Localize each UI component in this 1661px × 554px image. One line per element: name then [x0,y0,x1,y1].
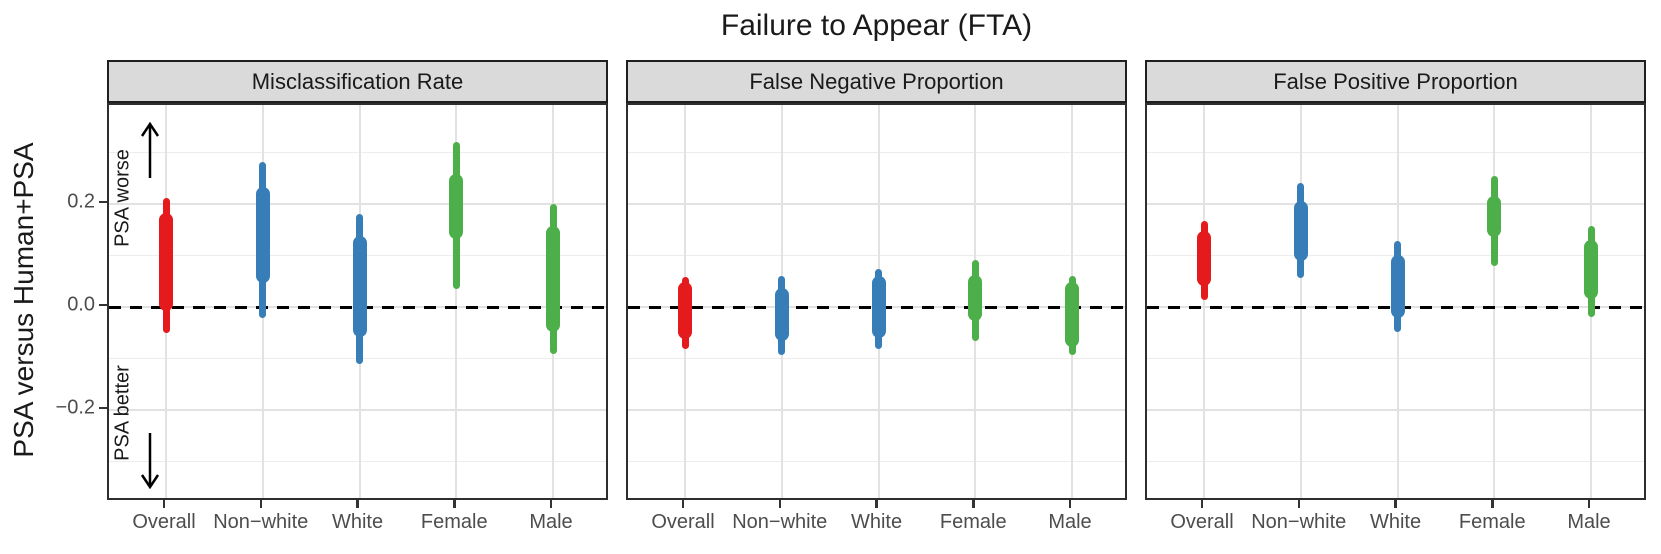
psa-better-label: PSA better [111,365,134,461]
interval-inner-bar [1390,254,1405,318]
interval-inner-bar [255,187,270,283]
y-axis-tick [99,303,107,307]
x-tick-label: Female [939,511,1007,533]
x-tick-label: Overall [1170,511,1234,533]
interval-inner-bar [352,236,367,337]
x-axis-tick [1491,500,1494,508]
x-axis-tick [162,500,166,508]
plot-area: PSA worse PSA better [107,103,608,500]
gridline-major-y [109,409,606,411]
x-tick-label: Male [529,511,573,533]
y-tick-label: −0.2 [55,396,95,419]
interval-inner-bar [546,225,560,332]
x-axis-tick [549,500,553,508]
x-tick-label: White [850,511,903,533]
gridline-x [1493,105,1496,498]
x-axis-tick [453,500,456,508]
facet-strip-label: False Negative Proportion [749,68,1004,94]
x-tick-label: Non−white [732,511,828,533]
facet-panel: False Negative Proportion Overall Non−whit… [626,60,1127,533]
facet-strip: False Negative Proportion [626,60,1127,103]
gridline-minor-y [1147,357,1644,360]
interval-inner-bar [774,287,789,341]
gridline-x [455,105,458,498]
x-axis-tick [972,500,975,508]
facet-strip-label: Misclassification Rate [251,68,464,94]
x-tick-label: White [1369,511,1422,533]
interval-inner-bar [159,212,173,311]
gridline-minor-y [1147,460,1644,463]
interval-inner-bar [1487,196,1502,237]
y-tick-label: 0.0 [67,293,95,316]
x-tick-label: Female [1458,511,1526,533]
facet-strip: Misclassification Rate [107,60,608,103]
x-axis-tick [875,500,878,508]
interval-inner-bar [1584,239,1598,300]
plot-area [626,103,1127,500]
gridline-major-y [109,203,606,205]
x-tick-label: Male [1567,511,1611,533]
gridline-major-y [1147,203,1644,205]
interval-inner-bar [1197,230,1211,286]
x-axis-tick [259,500,262,508]
facet-panel: Misclassification Rate PSA worse PSA bette… [107,60,608,533]
interval-inner-bar [968,274,983,322]
interval-inner-bar [1293,200,1308,261]
gridline-minor-y [628,460,1125,463]
interval-inner-bar [1065,282,1079,348]
facet-strip: False Positive Proportion [1145,60,1646,103]
gridline-minor-y [628,254,1125,257]
gridline-x [1299,105,1302,498]
down-arrow-icon [139,431,161,490]
chart-title: Failure to Appear (FTA) [720,9,1033,42]
interval-inner-bar [678,282,692,340]
x-tick-label: Non−white [213,511,309,533]
x-axis-tick [1068,500,1072,508]
gridline-minor-y [1147,151,1644,154]
x-axis-tick [778,500,781,508]
x-axis-tick [681,500,685,508]
up-arrow-icon [139,121,161,180]
x-axis-tick [1587,500,1591,508]
x-tick-label: Female [420,511,488,533]
x-axis-tick [356,500,359,508]
y-axis-tick [99,200,107,204]
x-axis-tick [1297,500,1300,508]
x-tick-label: Male [1048,511,1092,533]
x-tick-label: Overall [132,511,196,533]
x-axis-tick [1394,500,1397,508]
psa-worse-label: PSA worse [111,149,134,247]
gridline-minor-y [628,151,1125,154]
gridline-x [1203,105,1205,498]
gridline-minor-y [109,460,606,463]
x-tick-label: Non−white [1251,511,1347,533]
gridline-minor-y [109,151,606,154]
x-tick-label: Overall [651,511,715,533]
gridline-major-y [1147,409,1644,411]
plot-area [1145,103,1646,500]
facet-panel: False Positive Proportion Overall Non−whit… [1145,60,1646,533]
gridline-major-y [628,409,1125,411]
y-axis-tick [99,406,107,410]
x-tick-label: White [331,511,384,533]
facet-strip-label: False Positive Proportion [1273,68,1518,94]
interval-inner-bar [449,174,464,239]
y-tick-label: 0.2 [67,190,95,213]
x-axis-tick [1200,500,1204,508]
interval-inner-bar [871,276,886,339]
gridline-major-y [628,203,1125,205]
gridline-minor-y [628,357,1125,360]
